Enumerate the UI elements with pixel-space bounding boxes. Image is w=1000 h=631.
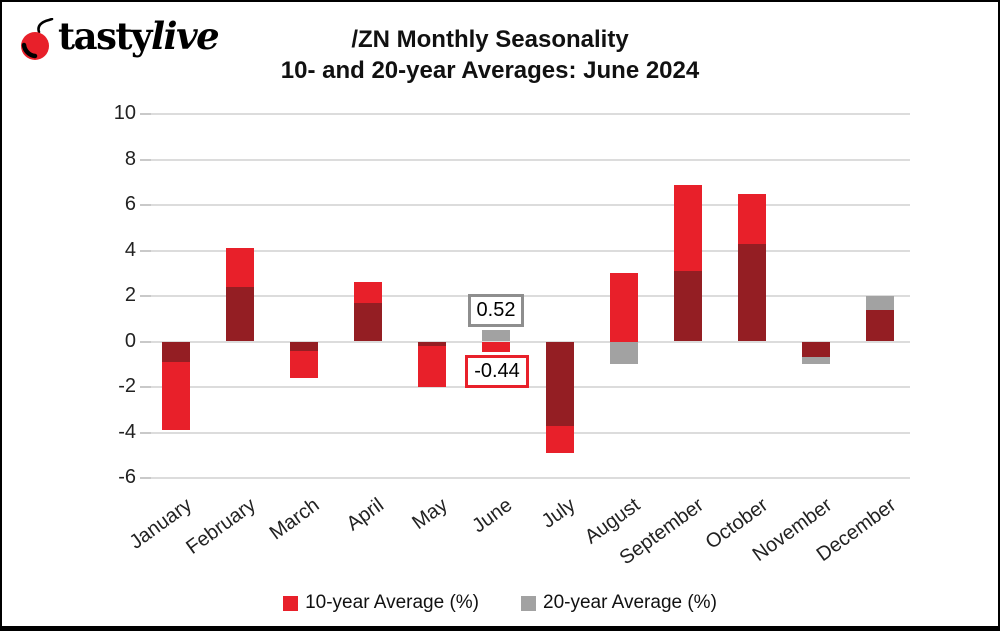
bar-april-overlap <box>354 302 382 342</box>
chart-title-line1: /ZN Monthly Seasonality <box>351 26 629 53</box>
x-axis-label-march: March <box>266 494 324 545</box>
y-tick-0 <box>140 340 151 343</box>
bar-march-overlap <box>290 341 318 351</box>
gridline-y-2 <box>150 295 910 297</box>
bar-may-overlap <box>418 341 446 347</box>
gridline-y-4 <box>150 249 910 252</box>
bar-june-20yr <box>482 329 510 342</box>
y-axis-label--2: -2 <box>118 375 136 397</box>
y-tick-10 <box>140 113 151 115</box>
legend-label-20yr: 20-year Average (%) <box>543 592 717 613</box>
annotation-june-10yr: -0.44 <box>465 355 529 388</box>
gridline-y--6 <box>150 477 910 479</box>
bar-august-10yr <box>610 273 638 342</box>
x-axis-label-february: February <box>182 494 260 559</box>
y-tick--6 <box>140 477 151 479</box>
y-tick--4 <box>140 431 151 434</box>
cherry-icon <box>21 18 54 60</box>
x-axis-label-may: May <box>408 494 452 535</box>
y-axis-label-2: 2 <box>124 284 136 306</box>
gridline-y-8 <box>150 158 910 161</box>
bar-april-10yr <box>354 282 382 303</box>
y-axis-label--4: -4 <box>118 420 136 443</box>
bar-may-10yr <box>418 346 446 387</box>
gridline-y--2 <box>150 386 910 388</box>
gridline-y--4 <box>150 431 910 434</box>
x-axis-label-april: April <box>342 494 388 536</box>
y-axis-label-0: 0 <box>124 329 136 352</box>
bar-november-20yr <box>802 357 830 365</box>
legend-swatch-gray <box>521 595 536 611</box>
brand-name: tastylive <box>58 14 220 58</box>
bar-december-overlap <box>866 309 894 342</box>
bar-november-overlap <box>802 341 830 358</box>
bar-september-overlap <box>674 270 702 342</box>
brand-tasty: tasty <box>58 14 153 58</box>
y-axis-label-10: 10 <box>113 102 136 124</box>
y-tick-6 <box>140 204 151 206</box>
y-axis-label-6: 6 <box>124 193 136 215</box>
legend-item-20yr: 20-year Average (%) <box>521 592 717 614</box>
x-axis-label-june: June <box>467 494 516 538</box>
x-axis-label-july: July <box>538 494 580 533</box>
legend: 10-year Average (%) 20-year Average (%) <box>2 592 998 614</box>
legend-swatch-red <box>283 595 299 611</box>
y-tick-4 <box>140 249 151 252</box>
bar-january-overlap <box>162 341 190 362</box>
bar-february-10yr <box>226 248 254 287</box>
gridline-y-0 <box>150 340 910 343</box>
y-tick-2 <box>140 295 151 297</box>
y-axis-label-4: 4 <box>124 238 136 261</box>
bar-september-10yr <box>674 184 702 271</box>
bar-october-10yr <box>738 193 766 244</box>
gridline-y-10 <box>150 113 910 115</box>
chart-title-line2: 10- and 20-year Averages: June 2024 <box>280 57 700 84</box>
bar-january-10yr <box>162 361 190 431</box>
chart-title: /ZN Monthly Seasonality 10- and 20-year … <box>112 24 868 86</box>
gridline-y-6 <box>150 204 910 206</box>
annotation-june-20yr: 0.52 <box>468 294 524 327</box>
y-tick--2 <box>140 386 151 388</box>
bar-july-overlap <box>546 341 574 426</box>
bar-july-10yr <box>546 425 574 453</box>
bar-december-20yr <box>866 296 894 310</box>
y-axis-label-8: 8 <box>124 147 136 170</box>
bar-august-20yr <box>610 341 638 365</box>
tastylive-logo: tastylive <box>18 14 220 62</box>
y-axis-label--6: -6 <box>118 466 136 488</box>
bar-march-10yr <box>290 350 318 378</box>
bar-october-overlap <box>738 243 766 342</box>
bar-june-10yr <box>482 341 510 352</box>
legend-label-10yr: 10-year Average (%) <box>305 592 479 613</box>
bar-february-overlap <box>226 286 254 342</box>
legend-item-10yr: 10-year Average (%) <box>283 592 479 614</box>
y-tick-8 <box>140 158 151 161</box>
brand-live: live <box>151 14 220 58</box>
